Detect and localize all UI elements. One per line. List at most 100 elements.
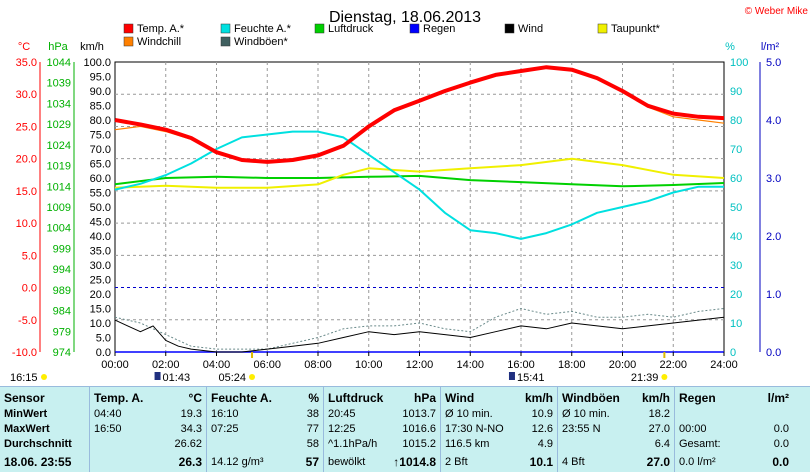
legend-swatch-temp [123, 23, 134, 34]
stats-temp-col: Temp. A. °C 04:40 19.3 16:50 34.3 26.62 26.3 [89, 387, 206, 472]
stats-regen-col: Regen l/m² 00:00 0.0 Gesamt: 0.0 0.0 l/m² 0.0 [674, 387, 793, 472]
x-tick-label: 22:00 [659, 359, 687, 371]
chart-title: Dienstag, 18.06.2013 [329, 9, 481, 26]
legend-label-taupunkt: Taupunkt* [611, 23, 661, 35]
x-tick-label: 04:00 [203, 359, 231, 371]
tick-pct: 30 [730, 260, 742, 272]
stats-temp-current-value: 26.3 [178, 455, 202, 469]
axis-title-rain: l/m² [761, 41, 780, 53]
stats-luftdruck-current: bewölkt ↑1014.8 [328, 455, 436, 469]
stats-temp-row-right: 34.3 [180, 423, 202, 435]
tick-hpa: 1039 [47, 78, 71, 90]
stats-regen-head-left: Regen [679, 391, 716, 405]
x-tick-label: 10:00 [355, 359, 383, 371]
tick-kmh: 100.0 [83, 57, 111, 69]
stats-regen-row [679, 407, 789, 421]
stats-windboeen-row-right: 27.0 [648, 423, 670, 435]
stats-wind-row-left: 17:30 N-NO [445, 423, 504, 435]
stats-luftdruck-col: Luftdruck hPa 20:45 1013.7 12:25 1016.6 ^1.1hP… [323, 387, 440, 472]
stats-regen-row-left: Gesamt: [679, 438, 721, 450]
marker-time: 01:43 [163, 372, 191, 384]
stats-luftdruck-head-left: Luftdruck [328, 391, 384, 405]
stats-luftdruck-row: 20:45 1013.7 [328, 407, 436, 421]
stats-windboeen-head-right: km/h [641, 391, 670, 405]
tick-kmh: 90.0 [90, 86, 111, 98]
tick-hpa: 1034 [47, 98, 71, 110]
stats-temp-row: 16:50 34.3 [94, 422, 202, 436]
stats-feuchte-row-left: 16:10 [211, 408, 239, 420]
stats-temp-head: Temp. A. °C [94, 391, 202, 405]
tick-kmh: 40.0 [90, 231, 111, 243]
axes: 35.0 30.0 25.0 20.0 15.0 10.0 5.0 0.0 -5.0 -10.0 1… [12, 57, 781, 359]
stats-windboeen-current-value: 27.0 [646, 455, 670, 469]
x-tick-label: 02:00 [152, 359, 180, 371]
stats-luftdruck-current-value: ↑1014.8 [393, 455, 436, 469]
tick-hpa: 999 [53, 243, 71, 255]
tick-rain: 4.0 [766, 115, 781, 127]
tick-hpa: 1019 [47, 161, 71, 173]
stats-windboeen-row-right: 6.4 [654, 438, 670, 450]
stats-feuchte-head-right: % [308, 391, 319, 405]
stats-regen-row: 00:00 0.0 [679, 422, 789, 436]
tick-kmh: 20.0 [90, 289, 111, 301]
stats-temp-row-left: 04:40 [94, 408, 122, 420]
copyright-label: © Weber Mike [745, 6, 809, 17]
x-tick-label: 00:00 [101, 359, 129, 371]
stats-temp-row: 26.62 [94, 437, 202, 451]
stats-minwert-label: MinWert [4, 408, 48, 420]
series-feuchte [114, 130, 724, 240]
tick-kmh: 0.0 [96, 347, 111, 359]
tick-kmh: 50.0 [90, 202, 111, 214]
series-taupunkt [114, 157, 725, 189]
stats-wind-row-left: 116.5 km [445, 438, 490, 450]
stats-average-label: Durchschnitt [4, 438, 72, 450]
tick-hpa: 979 [53, 326, 71, 338]
tick-pct: 60 [730, 173, 742, 185]
tick-kmh: 30.0 [90, 260, 111, 272]
tick-pct: 50 [730, 202, 742, 214]
x-tick-label: 14:00 [456, 359, 484, 371]
legend-swatch-windchill [123, 36, 134, 47]
tick-temp: 25.0 [16, 121, 37, 133]
stats-feuchte-row-right: 58 [306, 438, 319, 450]
stats-windboeen-head-left: Windböen [562, 391, 620, 405]
axis-title-hpa: hPa [48, 41, 68, 53]
tick-hpa: 989 [53, 285, 71, 297]
tick-kmh: 35.0 [90, 246, 111, 258]
stats-wind-row: 116.5 km 4.9 [445, 437, 553, 451]
x-tick-label: 24:00 [710, 359, 738, 371]
legend: Temp. A.*Windchill Feuchte A.*Windböen* Lu… [123, 23, 661, 48]
stats-wind-head-left: Wind [445, 391, 475, 405]
tick-kmh: 55.0 [90, 188, 111, 200]
legend-swatch-feuchte [220, 23, 231, 34]
stats-temp-current: 26.3 [94, 455, 202, 469]
tick-kmh: 80.0 [90, 115, 111, 127]
tick-hpa: 1009 [47, 202, 71, 214]
tick-kmh: 60.0 [90, 173, 111, 185]
stats-wind-current-value: 10.1 [529, 455, 553, 469]
stats-luftdruck-row: ^1.1hPa/h 1015.2 [328, 437, 436, 451]
stats-wind-col: Wind km/h Ø 10 min. 10.9 17:30 N-NO 12.6 116.5… [440, 387, 557, 472]
tick-pct: 80 [730, 115, 742, 127]
marker-icon [154, 372, 161, 380]
stats-regen-row: Gesamt: 0.0 [679, 437, 789, 451]
legend-label-temp: Temp. A.* [137, 23, 185, 35]
axis-title-temp: °C [18, 41, 30, 53]
tick-pct: 100 [730, 57, 748, 69]
stats-feuchte-row: 16:10 38 [211, 407, 319, 421]
stats-feuchte-row: 58 [211, 437, 319, 451]
stats-regen-current: 0.0 l/m² 0.0 [679, 455, 789, 469]
stats-windboeen-current: 4 Bft 27.0 [562, 455, 670, 469]
stats-wind-row: 17:30 N-NO 12.6 [445, 422, 553, 436]
stats-temp-row-right: 26.62 [174, 438, 202, 450]
legend-swatch-wind [504, 23, 515, 34]
stats-wind-row-right: 12.6 [531, 423, 553, 435]
tick-temp: 35.0 [16, 57, 37, 69]
stats-luftdruck-row-right: 1016.6 [402, 423, 436, 435]
time-left-label: 16:15 [10, 372, 38, 384]
x-tick-label: 18:00 [558, 359, 586, 371]
tick-pct: 0 [730, 347, 736, 359]
tick-temp: 5.0 [22, 250, 37, 262]
stats-feuchte-current: 14.12 g/m³ 57 [211, 455, 319, 469]
stats-windboeen-row-left: Ø 10 min. [562, 408, 610, 420]
